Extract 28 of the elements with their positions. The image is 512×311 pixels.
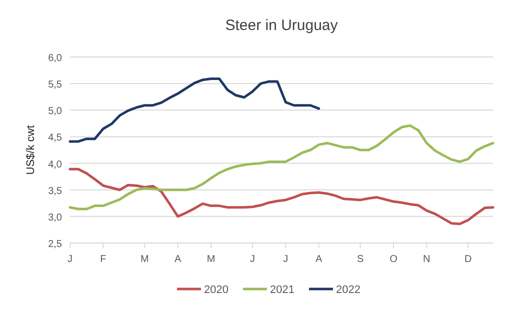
y-tick-label: 4,5 — [48, 132, 62, 144]
x-tick-label: A — [315, 254, 322, 265]
legend-label: 2020 — [204, 284, 228, 296]
x-tick-label: J — [250, 254, 255, 265]
x-tick-label: A — [174, 254, 182, 265]
y-tick-label: 5,5 — [48, 80, 62, 91]
chart-title: Steer in Uruguay — [225, 17, 338, 34]
line-series — [68, 78, 320, 143]
y-tick-label: 5,0 — [48, 106, 62, 118]
x-tick-label: M — [206, 254, 216, 265]
line-series — [68, 168, 494, 226]
y-axis-title: US$/k cwt — [25, 125, 37, 175]
legend-label: 2021 — [270, 284, 294, 296]
y-tick-label: 2,5 — [48, 239, 62, 250]
y-tick-label: 3,0 — [48, 212, 62, 224]
x-tick-label: F — [100, 254, 106, 265]
y-tick-label: 6,0 — [48, 53, 62, 64]
x-tick-label: J — [68, 254, 72, 265]
x-tick-label: J — [283, 254, 288, 265]
x-tick-label: S — [356, 254, 364, 265]
x-tick-label: N — [423, 254, 430, 265]
line-series — [68, 124, 494, 210]
x-tick-label: O — [390, 254, 398, 265]
legend-label: 2022 — [336, 284, 360, 296]
x-tick-label: D — [464, 254, 472, 265]
y-tick-label: 3,5 — [48, 186, 62, 197]
y-tick-label: 4,0 — [48, 159, 62, 170]
x-tick-label: M — [140, 254, 149, 265]
